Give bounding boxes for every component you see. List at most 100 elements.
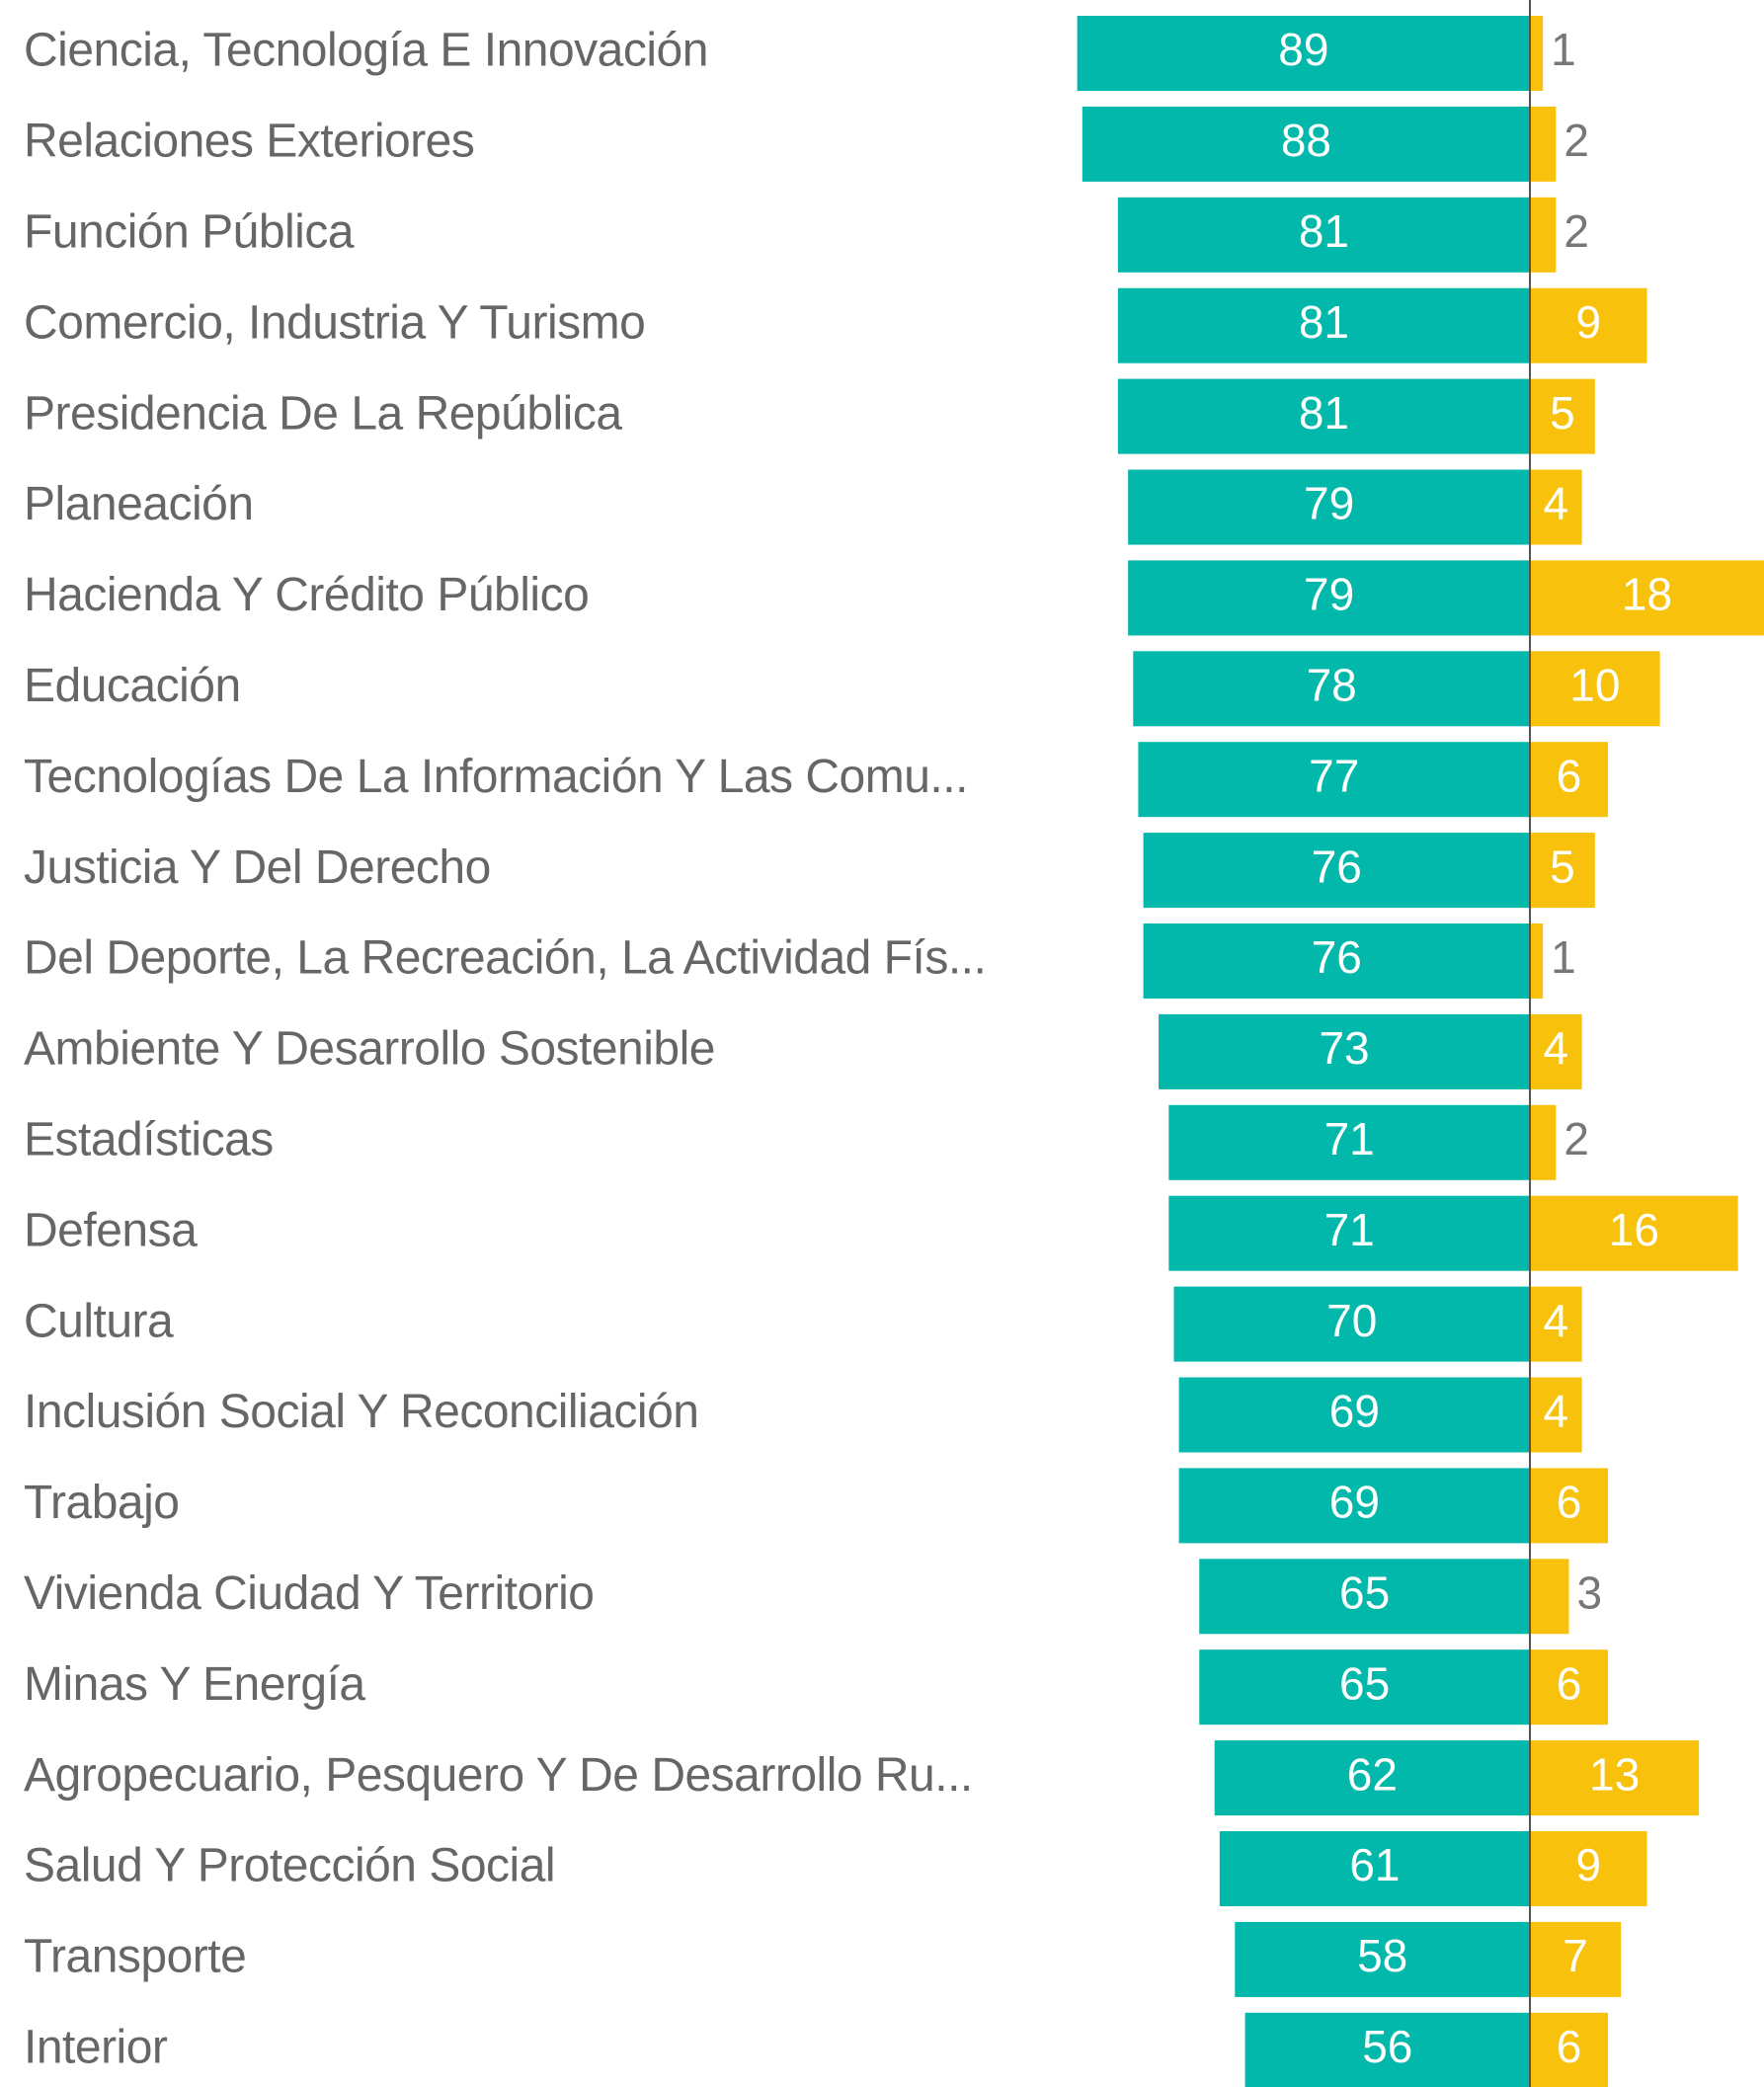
category-label: Defensa bbox=[24, 1204, 198, 1256]
value-label: 4 bbox=[1544, 1386, 1569, 1437]
category-label: Justicia Y Del Derecho bbox=[24, 842, 491, 894]
category-label: Tecnologías De La Información Y Las Comu… bbox=[24, 751, 968, 803]
category-label: Ambiente Y Desarrollo Sostenible bbox=[24, 1023, 715, 1076]
value-label: 3 bbox=[1577, 1566, 1603, 1618]
value-label: 69 bbox=[1329, 1386, 1380, 1437]
bar bbox=[1138, 742, 1530, 818]
value-label: 6 bbox=[1557, 1477, 1582, 1528]
bar bbox=[1530, 469, 1582, 545]
bar bbox=[1235, 1921, 1530, 1997]
value-label: 6 bbox=[1557, 1657, 1582, 1709]
bar bbox=[1214, 1740, 1530, 1816]
category-label: Trabajo bbox=[24, 1477, 179, 1529]
bar bbox=[1530, 1104, 1557, 1180]
bar bbox=[1168, 1195, 1530, 1271]
bar bbox=[1133, 651, 1530, 727]
value-label: 18 bbox=[1622, 569, 1672, 620]
bar bbox=[1143, 923, 1530, 999]
category-label: Interior bbox=[24, 2021, 168, 2073]
value-label: 10 bbox=[1569, 659, 1620, 710]
value-label: 1 bbox=[1551, 24, 1576, 75]
value-label: 62 bbox=[1347, 1748, 1398, 1800]
bar bbox=[1128, 469, 1530, 545]
bar bbox=[1178, 1468, 1530, 1544]
bar bbox=[1530, 833, 1595, 909]
bar bbox=[1530, 287, 1647, 363]
bar bbox=[1077, 16, 1530, 91]
value-label: 4 bbox=[1544, 1295, 1569, 1346]
value-label: 16 bbox=[1609, 1204, 1659, 1255]
value-label: 2 bbox=[1564, 115, 1589, 166]
bar bbox=[1530, 1559, 1569, 1635]
value-label: 6 bbox=[1557, 750, 1582, 801]
value-label: 9 bbox=[1575, 296, 1601, 348]
value-label: 79 bbox=[1304, 478, 1354, 529]
bar bbox=[1199, 1649, 1530, 1726]
category-label: Transporte bbox=[24, 1931, 246, 1983]
bar bbox=[1530, 378, 1595, 454]
value-label: 81 bbox=[1299, 296, 1349, 348]
bar bbox=[1168, 1104, 1530, 1180]
value-label: 76 bbox=[1312, 931, 1362, 983]
bar bbox=[1530, 1740, 1700, 1816]
bar bbox=[1530, 651, 1660, 727]
bar bbox=[1117, 378, 1530, 454]
bar bbox=[1530, 1831, 1647, 1906]
value-label: 73 bbox=[1319, 1022, 1369, 1074]
value-label: 6 bbox=[1557, 2021, 1582, 2072]
value-label: 69 bbox=[1329, 1477, 1380, 1528]
bar bbox=[1530, 1013, 1582, 1089]
bar bbox=[1530, 742, 1608, 818]
bar bbox=[1530, 16, 1544, 91]
value-label: 5 bbox=[1550, 387, 1575, 439]
bar bbox=[1117, 287, 1530, 363]
value-label: 7 bbox=[1563, 1930, 1588, 1981]
bar bbox=[1530, 106, 1557, 182]
value-label: 65 bbox=[1339, 1657, 1390, 1709]
value-label: 2 bbox=[1564, 205, 1589, 257]
value-label: 13 bbox=[1589, 1748, 1640, 1800]
value-label: 81 bbox=[1299, 205, 1349, 257]
value-label: 4 bbox=[1544, 478, 1569, 529]
bar bbox=[1530, 1286, 1582, 1362]
value-label: 9 bbox=[1575, 1839, 1601, 1890]
value-label: 71 bbox=[1324, 1113, 1375, 1164]
value-label: 81 bbox=[1299, 387, 1349, 439]
value-label: 78 bbox=[1307, 659, 1357, 710]
value-label: 61 bbox=[1349, 1839, 1400, 1890]
category-label: Planeación bbox=[24, 478, 254, 530]
bar bbox=[1082, 106, 1530, 182]
value-label: 4 bbox=[1544, 1022, 1569, 1074]
category-label: Ciencia, Tecnología E Innovación bbox=[24, 25, 708, 77]
bar bbox=[1173, 1286, 1530, 1362]
value-label: 89 bbox=[1278, 24, 1328, 75]
value-label: 56 bbox=[1362, 2021, 1412, 2072]
value-label: 88 bbox=[1281, 115, 1331, 166]
value-label: 1 bbox=[1551, 931, 1576, 983]
category-label: Comercio, Industria Y Turismo bbox=[24, 296, 645, 349]
category-label: Estadísticas bbox=[24, 1113, 274, 1165]
value-label: 70 bbox=[1326, 1295, 1377, 1346]
category-label: Cultura bbox=[24, 1295, 174, 1347]
bar bbox=[1530, 1921, 1622, 1997]
value-label: 79 bbox=[1304, 569, 1354, 620]
category-label: Presidencia De La República bbox=[24, 387, 622, 440]
bar bbox=[1530, 197, 1557, 273]
bar bbox=[1117, 197, 1530, 273]
bar bbox=[1143, 833, 1530, 909]
category-label: Hacienda Y Crédito Público bbox=[24, 569, 589, 621]
value-label: 77 bbox=[1309, 750, 1359, 801]
value-label: 65 bbox=[1339, 1566, 1390, 1618]
category-label: Función Pública bbox=[24, 205, 355, 258]
category-label: Salud Y Protección Social bbox=[24, 1840, 555, 1892]
bar bbox=[1530, 2012, 1608, 2087]
bar bbox=[1530, 1468, 1608, 1544]
category-label: Vivienda Ciudad Y Territorio bbox=[24, 1567, 595, 1620]
value-label: 71 bbox=[1324, 1204, 1375, 1255]
bar bbox=[1530, 923, 1544, 999]
bar bbox=[1530, 1649, 1608, 1726]
category-label: Agropecuario, Pesquero Y De Desarrollo R… bbox=[24, 1749, 973, 1802]
category-label: Inclusión Social Y Reconciliación bbox=[24, 1386, 698, 1438]
bar bbox=[1199, 1559, 1530, 1635]
